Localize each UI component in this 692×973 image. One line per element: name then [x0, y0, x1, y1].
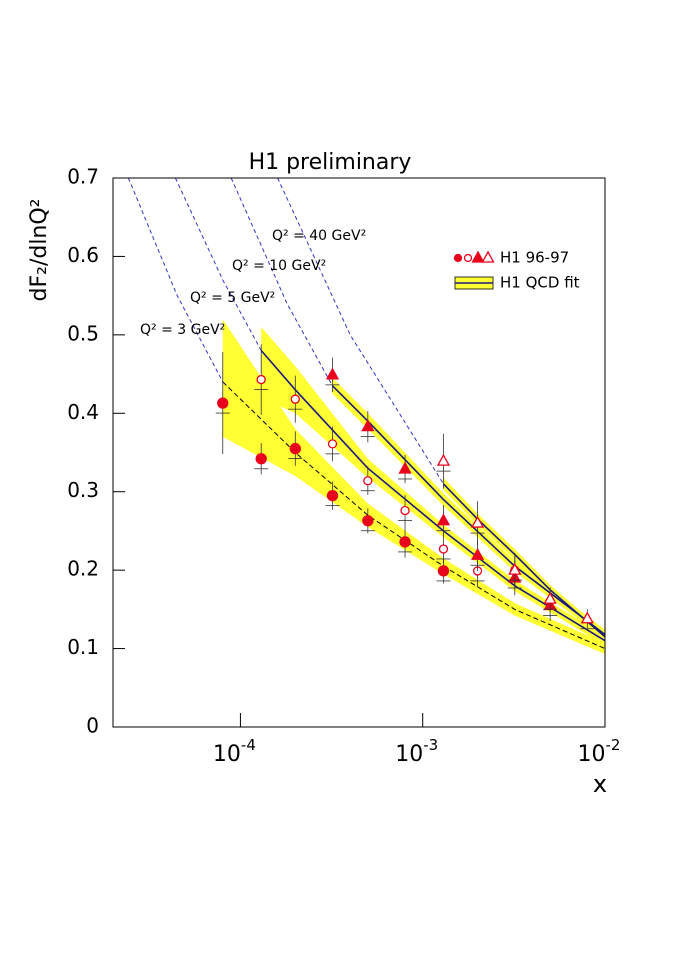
x-tick-label: 10-4	[213, 736, 256, 768]
y-tick-label: 0.2	[67, 557, 99, 581]
x-tick-base: 10	[213, 742, 241, 767]
y-tick-label: 0.7	[67, 165, 99, 189]
data-point	[363, 476, 373, 486]
data-point	[471, 250, 485, 263]
data-point	[326, 489, 339, 502]
plot-frame	[112, 177, 606, 728]
fit-line	[331, 385, 605, 636]
data-point	[289, 442, 301, 455]
data-point	[362, 515, 374, 527]
curve-label: Q² = 5 GeV²	[190, 290, 275, 306]
data-point	[290, 394, 300, 404]
x-tick-label: 10-3	[395, 736, 438, 768]
curve-label: Q² = 10 GeV²	[232, 258, 326, 274]
curve-label: Q² = 3 GeV²	[140, 322, 225, 338]
x-tick-exponent: -3	[423, 736, 438, 754]
data-point	[398, 461, 412, 474]
y-tick-label: 0.5	[67, 321, 99, 345]
y-tick-label: 0.4	[67, 400, 99, 424]
data-point	[481, 250, 495, 263]
x-tick-base: 10	[395, 742, 423, 767]
y-tick-label: 0.3	[67, 478, 99, 502]
x-tick-label: 10-2	[578, 736, 621, 768]
fit-line	[260, 349, 605, 642]
data-point	[463, 253, 473, 263]
data-point	[543, 591, 557, 604]
y-tick-label: 0.6	[67, 243, 99, 267]
x-tick-exponent: -4	[241, 736, 256, 754]
data-point	[508, 562, 522, 575]
y-axis-label: dF₂/dlnQ²	[27, 198, 52, 301]
data-point	[400, 505, 410, 516]
data-point	[217, 397, 229, 409]
data-point	[438, 544, 449, 554]
x-axis-label: x	[593, 770, 607, 798]
data-point	[399, 536, 411, 548]
legend-label: H1 QCD fit	[500, 274, 580, 292]
plot-area	[127, 178, 605, 655]
data-point	[470, 547, 485, 560]
x-tick-base: 10	[578, 742, 606, 767]
data-point	[470, 515, 485, 528]
curve-label: Q² = 40 GeV²	[272, 228, 366, 244]
legend-label: H1 96-97	[500, 249, 569, 267]
data-point	[327, 439, 338, 449]
extrapolation-line	[277, 178, 444, 485]
data-point	[437, 565, 450, 577]
x-tick-exponent: -2	[606, 736, 621, 754]
data-point	[453, 253, 463, 263]
chart-title: H1 preliminary	[249, 150, 412, 175]
extrapolation-line	[127, 178, 224, 383]
extrapolation-line	[230, 178, 333, 387]
data-point	[361, 419, 375, 432]
y-tick-label: 0.1	[67, 635, 99, 659]
data-point	[256, 374, 266, 385]
data-point	[436, 513, 451, 526]
data-point	[325, 367, 340, 380]
data-point	[255, 453, 267, 465]
y-tick-label: 0	[86, 714, 99, 738]
error-band	[443, 477, 605, 642]
extrapolation-line	[174, 178, 262, 351]
data-point	[436, 453, 451, 466]
data-point	[580, 611, 594, 624]
